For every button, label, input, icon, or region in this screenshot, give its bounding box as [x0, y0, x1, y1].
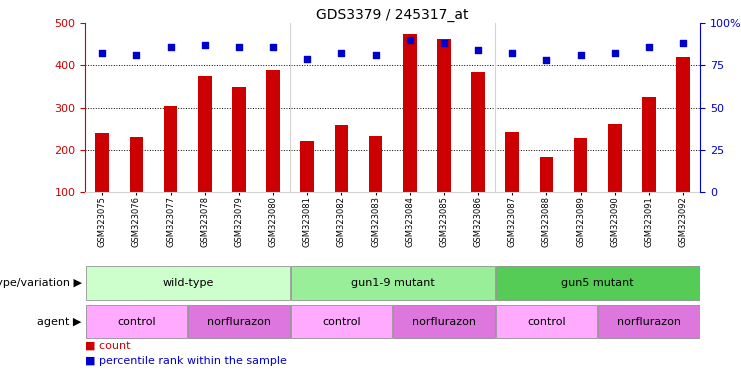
Bar: [677, 57, 690, 192]
Bar: [291, 305, 392, 338]
Point: [506, 50, 518, 56]
Point: [609, 50, 621, 56]
Point: [302, 55, 313, 61]
Point: [165, 44, 176, 50]
Bar: [266, 70, 280, 192]
Text: wild-type: wild-type: [162, 278, 213, 288]
Text: control: control: [527, 316, 566, 327]
Bar: [539, 157, 554, 192]
Bar: [335, 125, 348, 192]
Bar: [198, 76, 212, 192]
Bar: [164, 106, 178, 192]
Point: [438, 40, 450, 46]
Point: [404, 37, 416, 43]
Point: [233, 44, 245, 50]
Bar: [505, 132, 519, 192]
Text: norflurazon: norflurazon: [617, 316, 681, 327]
Text: gun5 mutant: gun5 mutant: [562, 278, 634, 288]
Bar: [437, 39, 451, 192]
Text: ■ percentile rank within the sample: ■ percentile rank within the sample: [85, 356, 287, 366]
Point: [268, 44, 279, 50]
Point: [96, 50, 108, 56]
Bar: [403, 34, 416, 192]
Bar: [496, 266, 700, 300]
Text: agent ▶: agent ▶: [37, 316, 82, 327]
Point: [677, 40, 689, 46]
Bar: [496, 305, 597, 338]
Point: [575, 52, 587, 58]
Bar: [471, 72, 485, 192]
Bar: [86, 305, 187, 338]
Bar: [232, 87, 246, 192]
Point: [472, 47, 484, 53]
Text: control: control: [117, 316, 156, 327]
Bar: [96, 133, 109, 192]
Title: GDS3379 / 245317_at: GDS3379 / 245317_at: [316, 8, 469, 22]
Bar: [642, 97, 656, 192]
Text: norflurazon: norflurazon: [207, 316, 271, 327]
Point: [199, 42, 210, 48]
Point: [540, 57, 552, 63]
Bar: [608, 124, 622, 192]
Text: ■ count: ■ count: [85, 341, 130, 351]
Bar: [300, 141, 314, 192]
Text: norflurazon: norflurazon: [412, 316, 476, 327]
Bar: [369, 136, 382, 192]
Text: genotype/variation ▶: genotype/variation ▶: [0, 278, 82, 288]
Text: control: control: [322, 316, 361, 327]
Point: [643, 44, 655, 50]
Point: [370, 52, 382, 58]
Point: [130, 52, 142, 58]
Bar: [599, 305, 700, 338]
Bar: [86, 266, 290, 300]
Bar: [188, 305, 290, 338]
Bar: [291, 266, 494, 300]
Text: gun1-9 mutant: gun1-9 mutant: [350, 278, 435, 288]
Point: [336, 50, 348, 56]
Bar: [130, 137, 143, 192]
Bar: [393, 305, 494, 338]
Bar: [574, 138, 588, 192]
